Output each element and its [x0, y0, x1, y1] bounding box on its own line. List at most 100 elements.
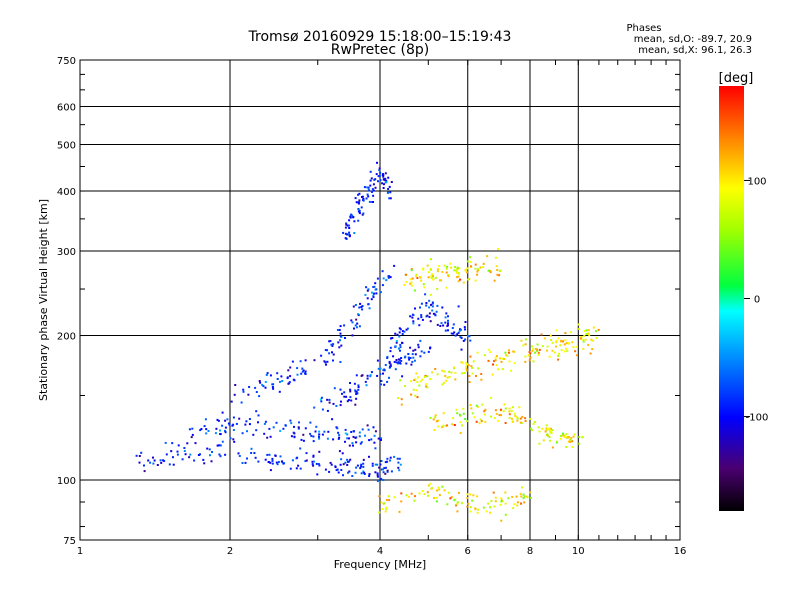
data-point-o: [335, 469, 338, 472]
data-point-x: [597, 328, 600, 331]
data-point-x: [465, 369, 468, 372]
data-point-o: [351, 475, 354, 477]
data-point-x: [410, 393, 413, 396]
data-point-o: [255, 410, 258, 413]
data-point-o: [409, 357, 412, 359]
data-point-x: [500, 500, 503, 503]
data-point-o: [444, 316, 447, 319]
data-point-o: [219, 433, 222, 436]
data-point-x: [417, 376, 419, 379]
data-point-o: [369, 374, 372, 376]
colorbar-ticks: 100 0 -100: [744, 176, 768, 424]
data-point-o: [328, 470, 331, 473]
data-point-x: [522, 497, 525, 500]
data-point-x: [457, 271, 460, 274]
data-point-x: [383, 502, 386, 505]
data-point-x: [461, 502, 463, 505]
data-point-o: [389, 456, 392, 459]
data-point-o: [326, 360, 329, 363]
data-point-o: [244, 423, 247, 426]
data-point-o: [271, 386, 274, 388]
data-point-o: [358, 306, 361, 309]
data-point-o: [326, 437, 329, 440]
data-point-o: [362, 212, 365, 215]
data-point-o: [313, 460, 315, 463]
data-point-o: [312, 440, 315, 443]
data-point-o: [369, 170, 372, 173]
data-point-x: [565, 446, 568, 448]
data-point-o: [391, 337, 394, 339]
data-point-x: [418, 384, 421, 387]
data-point-o: [332, 402, 335, 405]
data-point-x: [559, 344, 562, 347]
data-point-x: [546, 345, 549, 348]
data-point-x: [443, 264, 446, 267]
data-point-o: [358, 212, 361, 215]
data-point-x: [482, 266, 485, 268]
data-point-x: [487, 269, 490, 272]
data-point-o: [349, 396, 352, 399]
data-point-o: [216, 444, 219, 447]
data-point-x: [504, 422, 507, 424]
data-point-o: [365, 197, 368, 200]
data-point-o: [417, 317, 420, 320]
data-point-o: [409, 315, 412, 318]
data-point-x: [595, 336, 598, 339]
data-point-x: [441, 383, 444, 386]
data-point-o: [344, 232, 347, 235]
data-point-o: [264, 381, 267, 383]
data-point-x: [487, 359, 490, 362]
data-point-x: [380, 501, 383, 504]
data-point-o: [360, 463, 363, 466]
data-point-o: [459, 328, 462, 331]
colorbar-tick-label: 100: [747, 176, 766, 187]
data-point-o: [321, 408, 324, 411]
data-point-o: [384, 364, 387, 366]
data-point-o: [380, 477, 383, 480]
data-point-x: [477, 268, 479, 271]
data-point-x: [453, 269, 456, 272]
data-point-x: [491, 373, 494, 376]
data-point-x: [410, 268, 413, 270]
data-point-o: [210, 460, 213, 463]
data-point-x: [550, 427, 552, 430]
data-point-x: [574, 350, 577, 353]
y-tick-label: 200: [57, 332, 76, 343]
data-point-x: [479, 418, 482, 421]
data-point-x: [441, 485, 444, 488]
data-point-x: [404, 385, 406, 388]
data-point-o: [320, 400, 323, 403]
data-point-x: [476, 495, 479, 498]
data-point-o: [360, 472, 363, 475]
data-point-x: [429, 269, 432, 271]
data-point-o: [266, 453, 269, 456]
data-point-o: [347, 224, 350, 227]
data-point-o: [279, 429, 282, 432]
data-point-o: [193, 459, 196, 462]
data-point-o: [168, 463, 171, 466]
data-point-o: [373, 285, 376, 288]
data-point-x: [548, 355, 551, 358]
data-point-o: [356, 464, 359, 467]
data-point-o: [338, 450, 341, 453]
data-point-o: [372, 426, 375, 429]
data-point-x: [530, 427, 532, 430]
data-point-o: [377, 367, 380, 370]
data-point-o: [400, 357, 403, 359]
data-point-x: [500, 360, 503, 363]
data-point-o: [165, 453, 168, 456]
data-point-o: [377, 175, 380, 178]
data-point-o: [355, 466, 358, 469]
data-point-o: [366, 289, 369, 292]
data-point-x: [465, 270, 468, 273]
data-point-x: [461, 424, 464, 427]
data-point-o: [328, 340, 331, 343]
data-point-x: [471, 412, 474, 415]
data-point-o: [343, 324, 346, 327]
data-point-o: [365, 286, 368, 289]
data-point-o: [268, 427, 271, 430]
data-point-o: [397, 358, 400, 361]
data-point-o: [290, 422, 293, 425]
data-point-x: [494, 500, 497, 503]
data-point-o: [341, 452, 344, 455]
